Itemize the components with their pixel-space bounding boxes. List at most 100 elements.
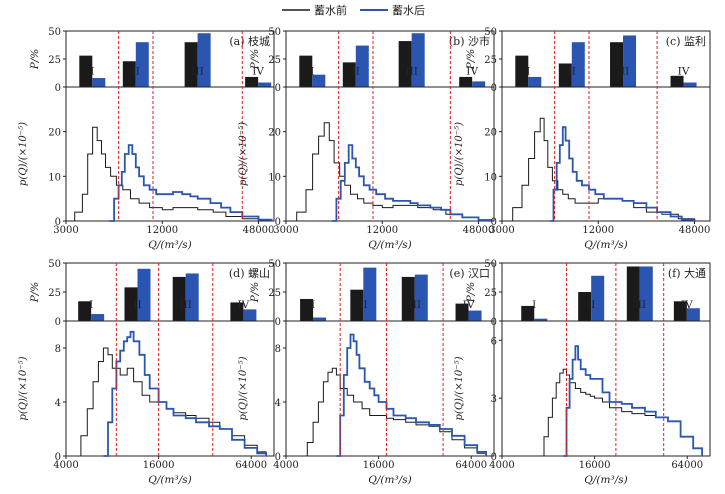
- legend-after-label: 蓄水后: [392, 4, 425, 17]
- bar-category-label: II: [568, 66, 576, 78]
- hist-frame: [65, 320, 275, 457]
- bar-after-I: [91, 314, 105, 321]
- hist-ytick-label: 20: [268, 128, 281, 139]
- bar-category-label: III: [634, 299, 646, 311]
- hist-ytick-label: 20: [484, 128, 497, 139]
- bar-category-label: I: [526, 66, 530, 78]
- hist-ytick-label: 8: [275, 344, 281, 355]
- bar-before-III: [401, 276, 415, 321]
- hist-ylabel: p(Q)/(×10⁻⁵): [18, 122, 29, 186]
- hist-ytick-label: 10: [268, 172, 281, 183]
- series-line-before: [66, 126, 273, 222]
- hist-xtick-label: 64000: [671, 460, 703, 471]
- bar-after-II: [355, 45, 369, 87]
- hist-xtick-label: 3000: [273, 225, 298, 236]
- legend: 蓄水前 蓄水后: [282, 3, 425, 17]
- hist-xlabel: Q/(m³/s): [148, 239, 191, 251]
- bar-before-IV: [245, 76, 259, 87]
- bar-before-I: [521, 305, 535, 321]
- bar-category-label: III: [191, 66, 203, 78]
- bar-category-label: III: [179, 299, 191, 311]
- hist-xtick-label: 64000: [235, 460, 267, 471]
- bar-before-III: [610, 42, 624, 87]
- bar-category-label: IV: [252, 66, 264, 78]
- bar-after-IV: [468, 310, 482, 321]
- bar-after-I: [534, 318, 548, 321]
- bar-category-label: II: [359, 299, 367, 311]
- bar-ytick-label: 50: [48, 27, 61, 38]
- bar-ytick-label: 50: [484, 27, 497, 38]
- bar-before-I: [300, 298, 314, 321]
- hist-xtick-label: 48000: [463, 225, 495, 236]
- hist-xtick-label: 48000: [243, 225, 275, 236]
- hist-xtick-label: 16000: [579, 460, 611, 471]
- hist-xlabel: Q/(m³/s): [584, 239, 627, 251]
- bar-after-III: [414, 274, 428, 321]
- bar-before-III: [172, 276, 186, 321]
- bar-after-I: [312, 74, 326, 87]
- bar-after-IV: [683, 82, 697, 87]
- bar-before-II: [124, 287, 138, 321]
- bar-after-II: [137, 268, 151, 321]
- bar-before-IV: [459, 76, 473, 87]
- hist-ytick-label: 0: [275, 217, 281, 228]
- hist-ytick-label: 0: [491, 217, 497, 228]
- bar-ytick-label: 50: [268, 27, 281, 38]
- hist-subplot: 0 10 20 3000 12000 48000 Q/(m³/s) p(Q)/(×10⁻⁵): [238, 86, 495, 251]
- bar-before-II: [122, 61, 136, 87]
- bar-category-label: I: [89, 299, 93, 311]
- bar-before-III: [398, 41, 412, 87]
- bar-before-II: [350, 289, 364, 321]
- hist-ylabel: p(Q)/(×10⁻⁵): [238, 122, 249, 186]
- hist-xlabel: Q/(m³/s): [368, 239, 411, 251]
- hist-ytick-label: 4: [275, 398, 281, 409]
- hist-xtick-label: 16000: [143, 460, 175, 471]
- hist-ytick-label: 10: [48, 172, 61, 183]
- bar-ytick-label: 0: [55, 83, 61, 94]
- bar-after-II: [571, 42, 585, 87]
- bar-ytick-label: 25: [48, 288, 61, 299]
- hist-xlabel: Q/(m³/s): [148, 474, 191, 486]
- bar-ytick-label: 0: [275, 83, 281, 94]
- bar-category-label: I: [310, 66, 314, 78]
- bar-ylabel: P/%: [465, 49, 477, 71]
- bar-ytick-label: 25: [484, 288, 497, 299]
- hist-ytick-label: 10: [484, 172, 497, 183]
- legend-before-label: 蓄水前: [314, 3, 347, 17]
- bar-ytick-label: 0: [55, 317, 61, 328]
- hist-xtick-label: 12000: [582, 225, 614, 236]
- hist-subplot: 0 4 8 4000 16000 64000 Q/(m³/s) p(Q)/(×10⁻⁵): [238, 320, 495, 486]
- hist-subplot: 0 10 20 3000 12000 48000 Q/(m³/s) p(Q)/(×10⁻⁵): [454, 86, 711, 251]
- bar-category-label: I: [311, 299, 315, 311]
- bar-after-III: [197, 33, 211, 87]
- hist-xtick-label: 3000: [489, 225, 514, 236]
- hist-ytick-label: 0: [275, 452, 281, 463]
- bar-after-I: [92, 78, 106, 87]
- hist-ytick-label: 3: [491, 394, 497, 405]
- hist-xlabel: Q/(m³/s): [368, 474, 411, 486]
- bar-after-I: [528, 76, 542, 87]
- bar-ytick-label: 50: [484, 259, 497, 270]
- bar-after-IV: [686, 308, 700, 321]
- bar-category-label: III: [617, 66, 629, 78]
- hist-xlabel: Q/(m³/s): [584, 474, 627, 486]
- bar-ytick-label: 0: [491, 83, 497, 94]
- bar-ylabel: P/%: [249, 49, 261, 71]
- bar-ytick-label: 50: [48, 259, 61, 270]
- hist-frame: [285, 320, 495, 457]
- bar-category-label: IV: [678, 66, 690, 78]
- panel-title: (e) 汉口: [449, 267, 490, 280]
- hist-xtick-label: 12000: [366, 225, 398, 236]
- bar-before-IV: [673, 301, 687, 321]
- series-line-after: [563, 345, 703, 457]
- hist-ytick-label: 8: [55, 344, 61, 355]
- series-line-after: [331, 144, 493, 222]
- bar-after-III: [639, 266, 653, 321]
